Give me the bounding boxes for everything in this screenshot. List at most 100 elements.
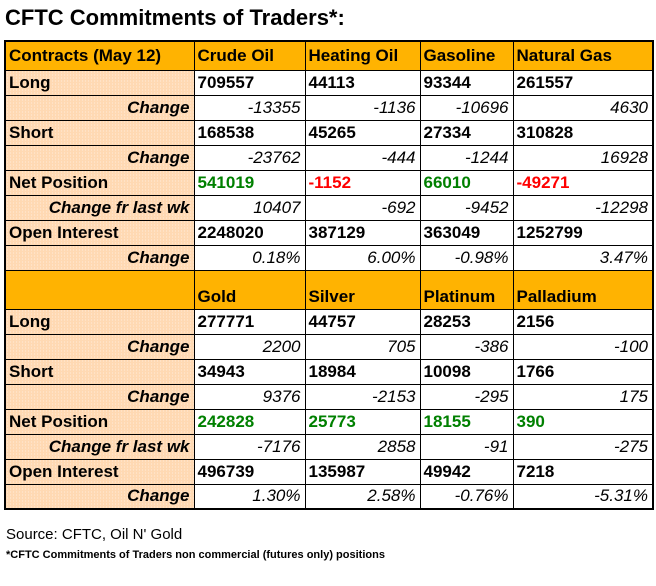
- cell-value: -0.76%: [419, 483, 514, 510]
- row-label: Short: [4, 358, 195, 385]
- row-label: Change: [4, 244, 195, 271]
- row-label: Change: [4, 94, 195, 121]
- table-row: Change 1.30% 2.58% -0.76% -5.31%: [4, 483, 654, 510]
- table-row: Change 2200 705 -386 -100: [4, 333, 654, 360]
- cell-value: 387129: [304, 219, 421, 246]
- cell-value: 310828: [512, 119, 654, 146]
- row-label: Long: [4, 69, 195, 96]
- column-header: Gasoline: [419, 40, 514, 71]
- table-row: Net Position 541019 -1152 66010 -49271: [4, 169, 654, 196]
- cell-value: -386: [419, 333, 514, 360]
- table-row: Open Interest 2248020 387129 363049 1252799: [4, 219, 654, 246]
- cell-value: -444: [304, 144, 421, 171]
- column-header: Heating Oil: [304, 40, 421, 71]
- cell-value: -295: [419, 383, 514, 410]
- cell-value: -275: [512, 433, 654, 460]
- cell-value: 25773: [304, 408, 421, 435]
- table-row: Short 34943 18984 10098 1766: [4, 358, 654, 385]
- cell-value: 6.00%: [304, 244, 421, 271]
- cell-value: -91: [419, 433, 514, 460]
- cell-value: 168538: [193, 119, 306, 146]
- cell-value: 44113: [304, 69, 421, 96]
- row-label: Change: [4, 333, 195, 360]
- row-label: Net Position: [4, 169, 195, 196]
- cell-value: -2153: [304, 383, 421, 410]
- cell-value: 2156: [512, 308, 654, 335]
- cell-value: 9376: [193, 383, 306, 410]
- cell-value: 175: [512, 383, 654, 410]
- table-row: Change fr last wk 10407 -692 -9452 -12298: [4, 194, 654, 221]
- cell-value: 0.18%: [193, 244, 306, 271]
- cell-value: 27334: [419, 119, 514, 146]
- column-header: Crude Oil: [193, 40, 306, 71]
- table-row: Change -13355 -1136 -10696 4630: [4, 94, 654, 121]
- table-row: Change -23762 -444 -1244 16928: [4, 144, 654, 171]
- cell-value: 66010: [419, 169, 514, 196]
- cell-value: 2.58%: [304, 483, 421, 510]
- row-label: Change: [4, 144, 195, 171]
- header-row: Gold Silver Platinum Palladium: [4, 269, 654, 310]
- cell-value: 1766: [512, 358, 654, 385]
- cell-value: 541019: [193, 169, 306, 196]
- row-label: Change fr last wk: [4, 194, 195, 221]
- cell-value: -692: [304, 194, 421, 221]
- footnote-text: *CFTC Commitments of Traders non commerc…: [6, 549, 385, 561]
- table-row: Change fr last wk -7176 2858 -91 -275: [4, 433, 654, 460]
- cell-value: -13355: [193, 94, 306, 121]
- table-row: Short 168538 45265 27334 310828: [4, 119, 654, 146]
- cell-value: 18984: [304, 358, 421, 385]
- row-label: Change: [4, 383, 195, 410]
- column-header-empty: [4, 269, 195, 310]
- source-text: Source: CFTC, Oil N' Gold: [6, 526, 183, 543]
- cell-value: -5.31%: [512, 483, 654, 510]
- table-row: Open Interest 496739 135987 49942 7218: [4, 458, 654, 485]
- cell-value: 2248020: [193, 219, 306, 246]
- cell-value: 135987: [304, 458, 421, 485]
- cell-value: -1244: [419, 144, 514, 171]
- cell-value: 242828: [193, 408, 306, 435]
- table-row: Long 277771 44757 28253 2156: [4, 308, 654, 335]
- row-label: Change fr last wk: [4, 433, 195, 460]
- cell-value: -1136: [304, 94, 421, 121]
- cell-value: -100: [512, 333, 654, 360]
- cell-value: 7218: [512, 458, 654, 485]
- cell-value: 390: [512, 408, 654, 435]
- cell-value: 2858: [304, 433, 421, 460]
- cell-value: 1252799: [512, 219, 654, 246]
- row-label: Net Position: [4, 408, 195, 435]
- column-header: Natural Gas: [512, 40, 654, 71]
- cell-value: 34943: [193, 358, 306, 385]
- cell-value: 44757: [304, 308, 421, 335]
- column-header: Contracts (May 12): [4, 40, 195, 71]
- row-label: Long: [4, 308, 195, 335]
- cell-value: -49271: [512, 169, 654, 196]
- cell-value: 709557: [193, 69, 306, 96]
- cell-value: 1.30%: [193, 483, 306, 510]
- row-label: Open Interest: [4, 219, 195, 246]
- row-label: Short: [4, 119, 195, 146]
- table-row: Change 0.18% 6.00% -0.98% 3.47%: [4, 244, 654, 271]
- cell-value: 277771: [193, 308, 306, 335]
- cell-value: -12298: [512, 194, 654, 221]
- table-row: Change 9376 -2153 -295 175: [4, 383, 654, 410]
- column-header: Platinum: [419, 269, 514, 310]
- cell-value: 496739: [193, 458, 306, 485]
- cell-value: -9452: [419, 194, 514, 221]
- table-row: Net Position 242828 25773 18155 390: [4, 408, 654, 435]
- cell-value: -0.98%: [419, 244, 514, 271]
- cell-value: 45265: [304, 119, 421, 146]
- cell-value: 93344: [419, 69, 514, 96]
- column-header: Palladium: [512, 269, 654, 310]
- cell-value: -23762: [193, 144, 306, 171]
- cell-value: 261557: [512, 69, 654, 96]
- column-header: Gold: [193, 269, 306, 310]
- row-label: Open Interest: [4, 458, 195, 485]
- column-header: Silver: [304, 269, 421, 310]
- cell-value: 2200: [193, 333, 306, 360]
- cell-value: 10407: [193, 194, 306, 221]
- cot-table-body: Contracts (May 12) Crude Oil Heating Oil Ga…: [4, 40, 654, 510]
- cot-table: Contracts (May 12) Crude Oil Heating Oil Ga…: [4, 40, 654, 510]
- cell-value: 49942: [419, 458, 514, 485]
- table-row: Long 709557 44113 93344 261557: [4, 69, 654, 96]
